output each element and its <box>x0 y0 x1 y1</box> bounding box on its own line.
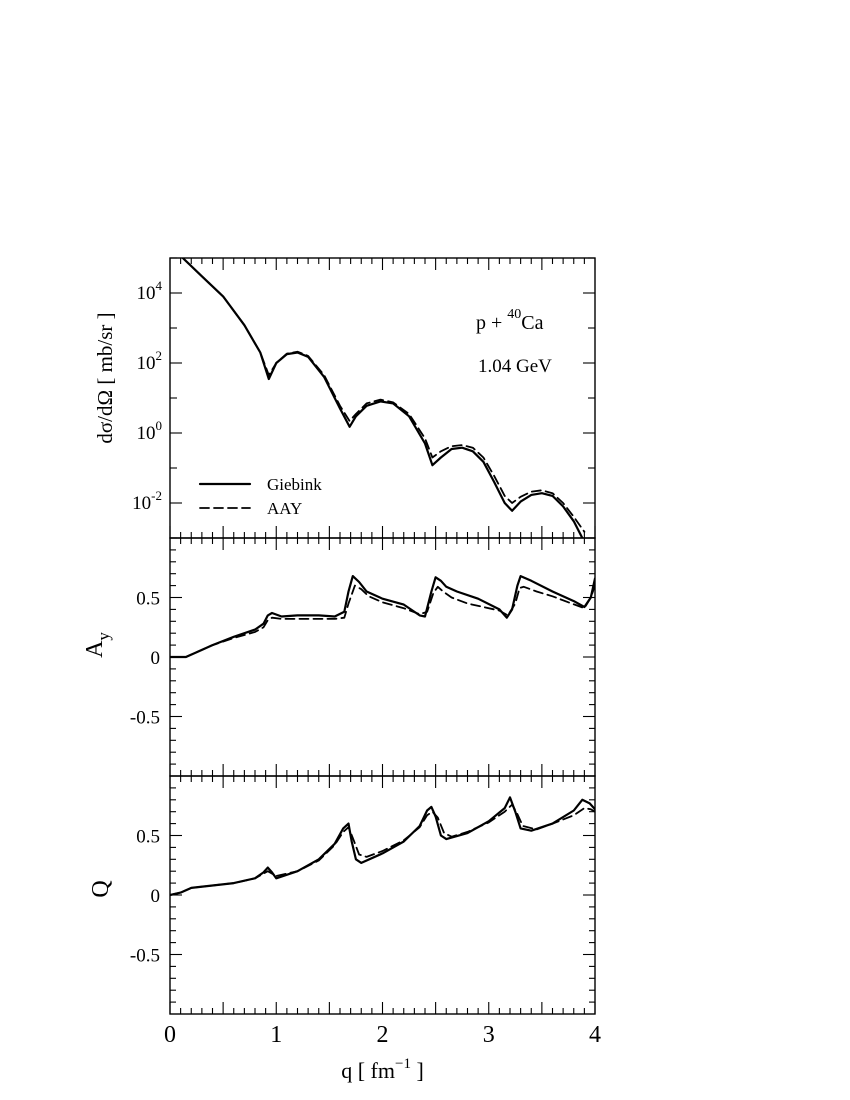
y-axis-label: Ay <box>82 632 113 658</box>
y-tick-exponent: 2 <box>156 348 163 363</box>
y-tick-label: 10-2 <box>132 488 162 514</box>
series-line-aay <box>170 584 595 658</box>
reaction-annotation: p + 40Ca <box>476 307 544 334</box>
y-tick-label: 0.5 <box>136 589 160 610</box>
series-line-aay <box>181 258 586 533</box>
x-axis-label: q [ fm−1 ] <box>341 1056 424 1083</box>
y-tick-label: 0 <box>151 886 161 907</box>
x-tick-label: 0 <box>164 1022 176 1048</box>
y-tick-base: 10 <box>137 423 156 444</box>
plot-frame <box>169 775 596 1015</box>
y-tick-label: 102 <box>137 348 163 374</box>
series-line-giebink <box>170 796 595 897</box>
series-line-giebink <box>170 575 595 659</box>
x-tick-label: 4 <box>589 1022 601 1048</box>
y-tick-exponent: 4 <box>156 278 163 293</box>
y-axis-label-subscript: y <box>94 632 113 641</box>
reaction-mass-number: 40 <box>507 307 521 322</box>
x-axis-label-exponent: −1 <box>395 1056 411 1072</box>
y-tick-base: 10 <box>137 353 156 374</box>
y-tick-label: 104 <box>137 278 163 304</box>
y-tick-label: 0 <box>151 648 161 669</box>
y-tick-exponent: 0 <box>156 418 163 433</box>
reaction-target: Ca <box>521 312 543 334</box>
y-axis-label: Q <box>88 880 114 897</box>
y-axis-label-main: A <box>82 640 108 658</box>
y-tick-exponent: -2 <box>151 488 162 503</box>
x-tick-label: 3 <box>483 1022 495 1048</box>
y-axis-label: dσ/dΩ [ mb/sr ] <box>93 312 117 443</box>
x-axis-label-main: q [ fm <box>341 1058 395 1083</box>
spin-rotation-panel: 0.5 0 -0.5 Q 0 1 2 3 4 q [ fm−1 ] <box>88 775 601 1083</box>
x-tick-label: 2 <box>377 1022 389 1048</box>
series-line-aay <box>170 803 595 896</box>
x-tick-label: 1 <box>270 1022 282 1048</box>
legend: Giebink AAY <box>198 475 322 518</box>
y-tick-label: -0.5 <box>130 946 160 967</box>
y-tick-label: -0.5 <box>130 708 160 729</box>
y-tick-base: 10 <box>137 283 156 304</box>
plot-frame <box>169 537 596 777</box>
x-axis-label-tail: ] <box>411 1058 424 1083</box>
y-tick-label: 0.5 <box>136 827 160 848</box>
reaction-projectile: p + <box>476 312 507 334</box>
energy-annotation: 1.04 GeV <box>478 356 552 377</box>
legend-label: AAY <box>267 499 302 518</box>
analyzing-power-panel: 0.5 0 -0.5 Ay <box>82 537 596 777</box>
y-tick-base: 10 <box>132 493 151 514</box>
legend-label: Giebink <box>267 475 322 494</box>
y-tick-label: 100 <box>137 418 163 444</box>
